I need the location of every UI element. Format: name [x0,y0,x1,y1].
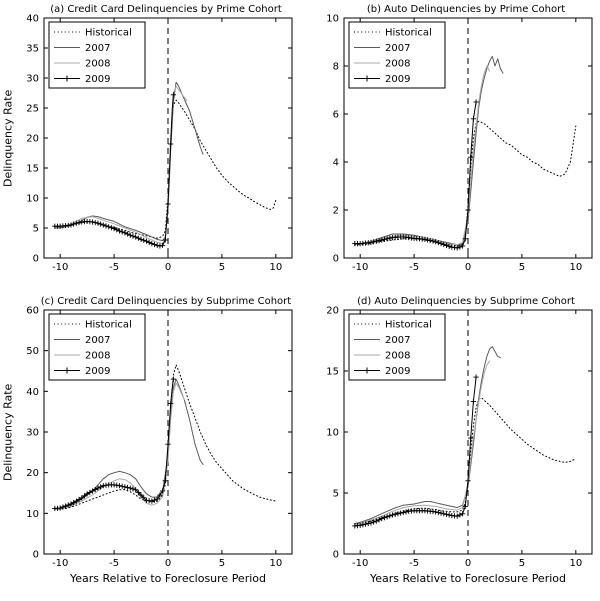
panel-d-plot: -10 -5 0 5 10 0 5 10 15 20 Historical 2007 2008 2009 [326,306,593,569]
svg-text:8: 8 [333,62,339,73]
svg-text:0: 0 [465,558,471,569]
svg-text:40: 40 [26,387,39,398]
svg-text:2009: 2009 [385,366,410,377]
svg-text:-10: -10 [52,558,68,569]
panel-d-title: (d) Auto Delinquencies by Subprime Cohor… [357,296,575,307]
svg-text:10: 10 [269,558,282,569]
svg-text:2007: 2007 [385,335,410,346]
panel-b-title: (b) Auto Delinquencies by Prime Cohort [366,4,566,15]
svg-text:2007: 2007 [85,335,110,346]
panel-c-plot: -10 -5 0 5 10 0 10 20 30 40 50 60 Historical 2007 2008… [26,306,293,569]
svg-text:10: 10 [569,558,582,569]
svg-text:10: 10 [269,262,282,273]
svg-text:0: 0 [333,254,339,265]
svg-text:5: 5 [219,262,225,273]
panel-d: (d) Auto Delinquencies by Subprime Cohor… [300,292,600,601]
svg-text:15: 15 [326,367,339,378]
panel-b: (b) Auto Delinquencies by Prime Cohort -… [300,0,600,292]
svg-text:2008: 2008 [85,59,110,70]
svg-text:35: 35 [26,44,39,55]
panel-a-title: (a) Credit Card Delinquencies by Prime C… [50,4,282,15]
svg-text:-10: -10 [352,262,368,273]
panel-b-plot: -10 -5 0 5 10 0 2 4 6 8 10 Historical 2007 2008 2009 [326,14,593,273]
svg-text:2007: 2007 [385,43,410,54]
svg-text:5: 5 [519,262,525,273]
svg-text:-5: -5 [109,262,119,273]
svg-text:50: 50 [26,346,39,357]
panel-c-title: (c) Credit Card Delinquencies by Subprim… [40,296,292,307]
svg-text:40: 40 [26,14,39,25]
svg-text:4: 4 [333,158,339,169]
svg-text:2: 2 [333,206,339,217]
panel-a-plot: -10 -5 0 5 10 0 5 10 15 20 25 30 35 40 Historical 2007 2… [26,14,293,273]
svg-text:6: 6 [333,110,339,121]
svg-text:-10: -10 [352,558,368,569]
svg-text:5: 5 [33,224,39,235]
svg-text:10: 10 [326,14,339,25]
svg-text:0: 0 [33,254,39,265]
svg-text:-5: -5 [109,558,119,569]
svg-text:Historical: Historical [85,28,132,39]
svg-text:2007: 2007 [85,43,110,54]
svg-text:10: 10 [26,194,39,205]
svg-text:2009: 2009 [385,74,410,85]
panel-a: (a) Credit Card Delinquencies by Prime C… [0,0,300,292]
x-axis-label: Years Relative to Foreclosure Period [69,572,266,585]
svg-text:Historical: Historical [85,320,132,331]
svg-text:20: 20 [326,306,339,317]
svg-text:0: 0 [465,262,471,273]
x-axis-label: Years Relative to Foreclosure Period [369,572,566,585]
svg-text:0: 0 [333,550,339,561]
svg-text:-5: -5 [409,262,419,273]
svg-text:10: 10 [326,428,339,439]
svg-text:10: 10 [569,262,582,273]
svg-text:Historical: Historical [385,320,432,331]
svg-text:0: 0 [33,550,39,561]
svg-text:2008: 2008 [385,59,410,70]
svg-text:5: 5 [219,558,225,569]
svg-text:-5: -5 [409,558,419,569]
svg-text:20: 20 [26,134,39,145]
svg-text:2009: 2009 [85,74,110,85]
svg-text:5: 5 [333,489,339,500]
svg-text:30: 30 [26,428,39,439]
svg-text:0: 0 [165,262,171,273]
svg-text:2009: 2009 [85,366,110,377]
svg-text:15: 15 [26,164,39,175]
svg-text:-10: -10 [52,262,68,273]
svg-text:10: 10 [26,509,39,520]
svg-text:20: 20 [26,468,39,479]
panel-c: (c) Credit Card Delinquencies by Subprim… [0,292,300,601]
svg-text:60: 60 [26,306,39,317]
svg-text:0: 0 [165,558,171,569]
svg-text:2008: 2008 [85,351,110,362]
svg-text:Historical: Historical [385,28,432,39]
svg-text:5: 5 [519,558,525,569]
svg-text:30: 30 [26,74,39,85]
svg-text:25: 25 [26,104,39,115]
svg-text:2008: 2008 [385,351,410,362]
